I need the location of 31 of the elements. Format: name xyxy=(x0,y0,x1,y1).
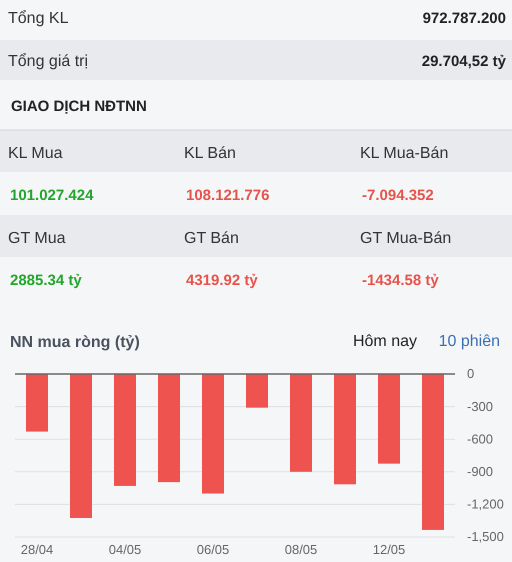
y-tick-label: -1,200 xyxy=(467,496,504,512)
text: GT Bán xyxy=(184,230,239,247)
y-tick-label: 0 xyxy=(467,366,474,382)
text: Tổng KL xyxy=(8,10,69,27)
y-tick-label: -1,500 xyxy=(467,529,504,544)
chart-title: NN mua ròng (tỷ) xyxy=(10,334,140,351)
text: 108.121.776 xyxy=(186,187,270,204)
text: -7.094.352 xyxy=(362,187,434,204)
text: KL Mua-Bán xyxy=(360,145,448,162)
y-tick-label: -300 xyxy=(467,398,494,414)
text: GIAO DỊCH NĐTNN xyxy=(11,98,147,115)
text: 29.704,52 tỷ xyxy=(422,53,507,70)
text: 972.787.200 xyxy=(422,10,506,27)
x-tick-label: 28/04 xyxy=(20,542,54,558)
y-tick-label: -900 xyxy=(467,464,494,479)
text: -1434.58 tỷ xyxy=(362,272,440,289)
text: KL Mua xyxy=(8,145,63,162)
text: Hôm nay xyxy=(352,333,417,350)
text: 10 phiên xyxy=(438,333,500,350)
text: GT Mua-Bán xyxy=(360,230,452,247)
text: Tổng giá trị xyxy=(8,53,88,70)
x-tick-label: 12/05 xyxy=(372,542,406,558)
y-tick-label: -600 xyxy=(467,431,494,446)
text: KL Bán xyxy=(184,145,236,162)
x-tick-label: 08/05 xyxy=(284,542,318,558)
x-tick-label: 06/05 xyxy=(196,542,230,558)
x-tick-label: 04/05 xyxy=(108,542,142,558)
text: GT Mua xyxy=(8,230,66,247)
text: 4319.92 tỷ xyxy=(186,272,258,289)
text: 2885.34 tỷ xyxy=(10,272,82,289)
text: 101.027.424 xyxy=(10,187,94,204)
